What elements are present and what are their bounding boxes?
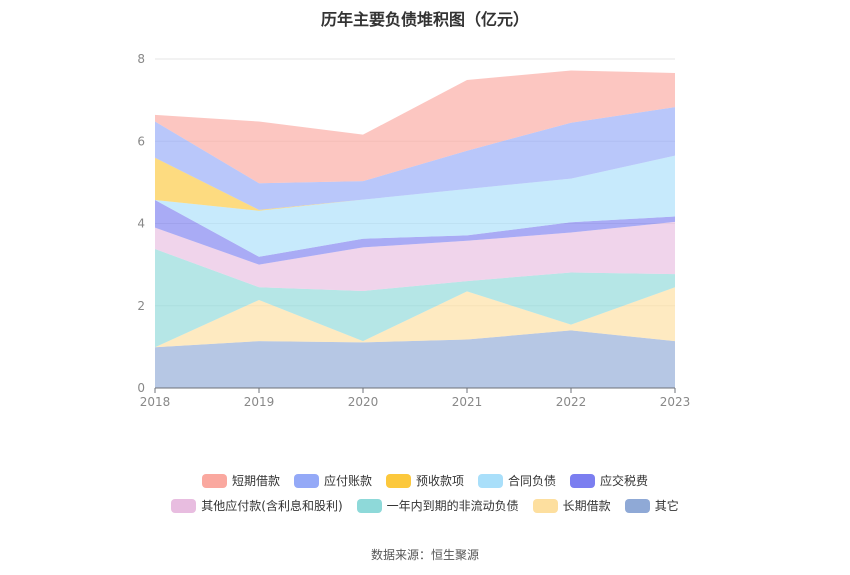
legend-swatch: [624, 498, 650, 513]
legend-item[interactable]: 短期借款: [201, 472, 280, 489]
legend-item[interactable]: 长期借款: [532, 497, 611, 514]
y-tick-label: 8: [137, 52, 145, 66]
legend-swatch: [532, 498, 558, 513]
x-tick-label: 2019: [244, 395, 275, 409]
legend-label: 预收款项: [415, 474, 464, 488]
legend-swatch: [171, 498, 197, 513]
area-series-7: [155, 107, 675, 210]
area-series-5: [155, 155, 675, 257]
data-source: 数据来源：恒生聚源: [370, 548, 479, 562]
legend-label: 应付账款: [323, 474, 372, 488]
legend-item[interactable]: 一年内到期的非流动负债: [356, 497, 519, 514]
y-tick-label: 4: [137, 217, 145, 231]
area-series-6: [155, 155, 675, 211]
legend-item[interactable]: 合同负债: [478, 472, 556, 489]
legend-label: 一年内到期的非流动负债: [386, 499, 519, 513]
legend-swatch: [201, 473, 227, 488]
axes: 0 2 4 6 8 2018 2019 2020 2021 2022 2023: [137, 52, 690, 409]
x-tick-label: 2022: [556, 395, 587, 409]
area-series-4: [155, 200, 675, 265]
legend-item[interactable]: 应交税费: [570, 472, 648, 489]
legend-item[interactable]: 其它: [624, 497, 679, 514]
legend-label: 其它: [654, 499, 679, 513]
legend-item[interactable]: 预收款项: [385, 472, 464, 489]
legend-label: 短期借款: [231, 474, 280, 488]
legend-label: 合同负债: [508, 474, 557, 488]
y-tick-label: 2: [137, 299, 145, 313]
legend-row-1: 短期借款 应付账款 预收款项 合同负债 应交税费: [0, 472, 850, 489]
area-series: [155, 70, 675, 388]
x-tick-label: 2023: [660, 395, 691, 409]
y-tick-label: 0: [137, 381, 145, 395]
legend-label: 应交税费: [600, 474, 649, 488]
legend-swatch: [293, 473, 319, 488]
legend-item[interactable]: 应付账款: [293, 472, 372, 489]
legend-row-2: 其他应付款(含利息和股利) 一年内到期的非流动负债 长期借款 其它: [0, 497, 850, 514]
legend-label: 长期借款: [562, 499, 611, 513]
area-series-8: [155, 70, 675, 184]
legend-swatch: [570, 473, 596, 488]
x-tick-label: 2021: [452, 395, 483, 409]
area-series-0: [155, 330, 675, 388]
y-tick-label: 6: [137, 134, 145, 148]
legend-swatch: [478, 473, 503, 488]
legend-label: 其他应付款(含利息和股利): [201, 499, 343, 513]
area-series-2: [155, 248, 675, 348]
area-series-3: [155, 221, 675, 291]
stacked-area-chart: 0 2 4 6 8 2018 2019 2020 2021 2022 2023: [137, 52, 690, 409]
legend-swatch: [385, 473, 411, 488]
x-tick-label: 2018: [140, 395, 171, 409]
x-tick-label: 2020: [348, 395, 379, 409]
legend-swatch: [356, 498, 382, 513]
chart-title: 历年主要负债堆积图（亿元）: [320, 10, 529, 29]
legend-item[interactable]: 其他应付款(含利息和股利): [171, 497, 343, 514]
area-series-1: [155, 287, 675, 348]
